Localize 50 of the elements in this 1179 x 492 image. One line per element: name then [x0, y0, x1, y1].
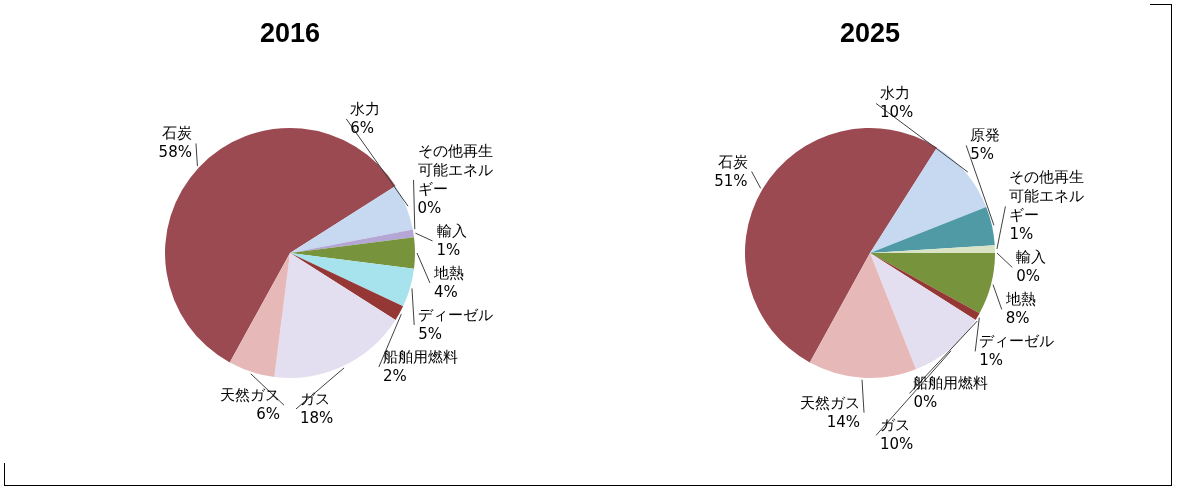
slice-label: 天然ガス [220, 386, 280, 405]
slice-label: ガス [300, 389, 330, 408]
pie-slice [290, 229, 415, 253]
chart-title: 2025 [839, 18, 901, 48]
slice-label: 石炭 [161, 124, 192, 143]
data-label: 1% [979, 351, 1003, 370]
text: 0% [913, 393, 938, 412]
data-label: 5% [970, 145, 994, 164]
chart-title: 2016 [259, 18, 321, 48]
slice-label: 水力 [880, 84, 910, 103]
data-label: 6% [350, 118, 375, 137]
slice-label: 石炭 [717, 152, 748, 171]
data-label: 1% [436, 240, 461, 259]
slice-label: 原発 [970, 126, 1001, 145]
pie-slice [290, 253, 404, 320]
pie-slice [870, 253, 980, 320]
data-label: 58% [158, 143, 192, 162]
pie-slice [229, 253, 290, 378]
pie-slice [290, 253, 415, 307]
text: 0% [417, 198, 442, 217]
data-label: 10% [880, 435, 914, 454]
data-label: 18% [300, 408, 334, 427]
slice-label: ディーゼル [418, 305, 494, 324]
slice-label: 水力 [350, 99, 381, 118]
data-label: 14% [826, 412, 860, 431]
pie-slice [870, 253, 976, 370]
data-label: 4% [433, 282, 458, 301]
legend-label: 輸入 [1016, 248, 1047, 267]
data-label: 8% [1005, 309, 1030, 328]
data-label: 2% [382, 366, 407, 385]
pie-slice [870, 253, 995, 314]
slice-label: 船舶用燃料 [382, 347, 458, 366]
text: 0% [1016, 267, 1041, 286]
slice-label: ガス [880, 416, 910, 435]
pie-slice [870, 206, 995, 253]
category-label: 船舶用燃料 [913, 374, 989, 393]
data-label: 6% [256, 405, 280, 424]
pie-slice [745, 128, 937, 363]
pie-slice [809, 253, 917, 378]
category-label: その他再生可能エネルギー [417, 141, 493, 198]
slice-label: 輸入 [436, 221, 467, 240]
slice-label: ディーゼル [979, 332, 1055, 351]
pie-slice [290, 186, 413, 253]
slice-label: 地熱 [1004, 290, 1036, 309]
data-label: 51% [714, 171, 748, 190]
slice-label: その他再生可能エネルギー [1009, 168, 1085, 225]
data-label: 1% [1009, 225, 1034, 244]
data-label: 5% [418, 324, 442, 343]
slice-label: 地熱 [432, 263, 464, 282]
slice-label: 天然ガス [800, 393, 860, 412]
